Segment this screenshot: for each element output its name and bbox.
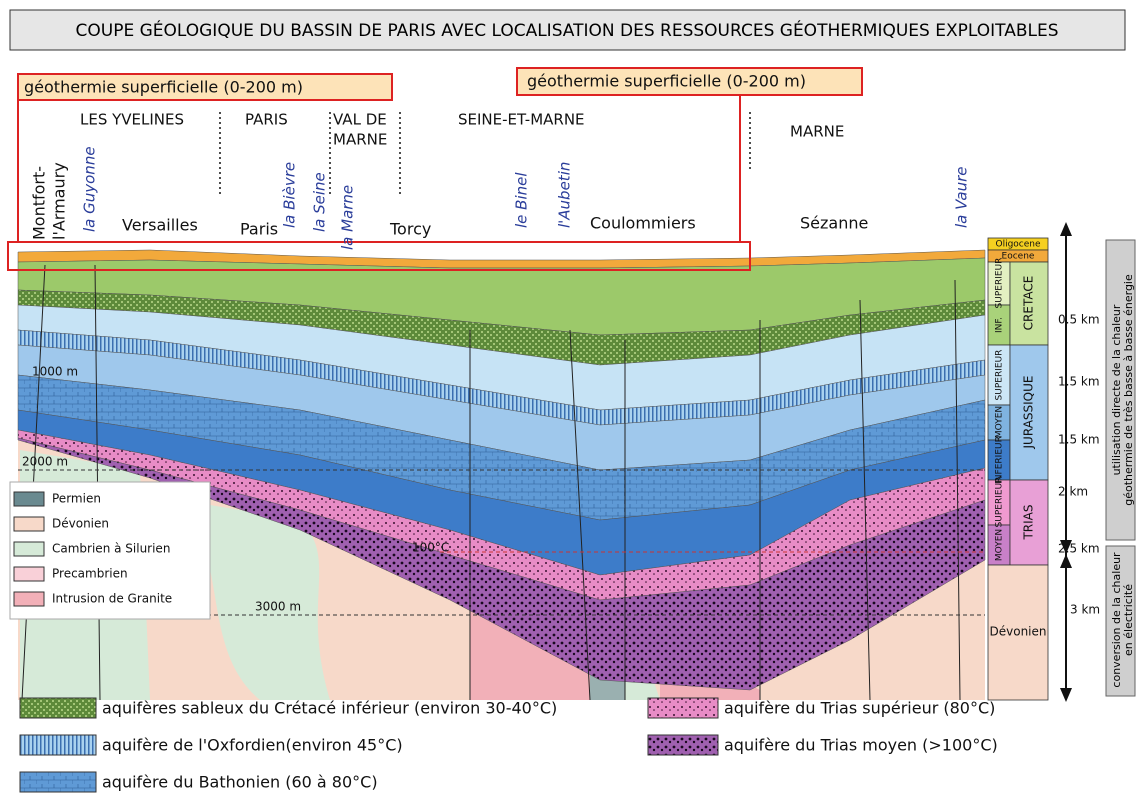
depth: 2 km <box>1058 485 1088 499</box>
depth: 3 km <box>1070 603 1100 617</box>
strat-cell: Oligocene <box>995 240 1040 250</box>
basement-legend: Permien Dévonien Cambrien à Silurien Pre… <box>10 482 210 619</box>
river: la Marne <box>339 185 357 250</box>
depth-scale <box>1060 222 1072 702</box>
depth: 0.5 km <box>1058 313 1100 327</box>
strat-cell: INF. <box>995 317 1005 333</box>
town: Montfort- <box>30 166 49 240</box>
use-label: géothermie de très basse à basse énergie <box>1122 274 1135 506</box>
legend-label: aquifère du Trias moyen (>100°C) <box>724 736 998 755</box>
legend-label: Dévonien <box>52 517 109 531</box>
region: MARNE <box>333 131 387 149</box>
depth: 1.5 km <box>1058 433 1100 447</box>
river: le Binel <box>513 172 531 228</box>
strat-cell: SUPERIEUR <box>995 477 1005 528</box>
region: VAL DE <box>333 111 387 129</box>
strat-cell: Eocene <box>1002 252 1035 262</box>
callout: géothermie superficielle (0-200 m) <box>527 72 806 91</box>
town: Versailles <box>122 216 198 235</box>
period: TRIAS <box>1022 504 1036 540</box>
period: CRETACE <box>1022 276 1036 331</box>
strat-cell: SUPERIEUR <box>995 258 1005 309</box>
period: JURASSIQUE <box>1022 376 1036 450</box>
river: l'Aubetin <box>556 162 574 228</box>
region: LES YVELINES <box>80 111 184 129</box>
region: PARIS <box>245 111 288 129</box>
geologic-section: COUPE GÉOLOGIQUE DU BASSIN DE PARIS AVEC… <box>0 0 1137 812</box>
river: la Seine <box>311 172 329 232</box>
strat-cell: MOYEN <box>995 406 1005 438</box>
callouts: géothermie superficielle (0-200 m) géoth… <box>8 68 862 270</box>
town: l'Armaury <box>50 162 69 240</box>
depth: 1.5 km <box>1058 375 1100 389</box>
strat-cell: MOYEN <box>995 529 1005 561</box>
depth-label: 3000 m <box>255 600 301 614</box>
town: Paris <box>240 220 278 239</box>
river: la Vaure <box>953 166 971 228</box>
strat-cell: SUPERIEUR <box>995 350 1005 401</box>
strat-cell: Dévonien <box>990 625 1047 639</box>
legend-label: aquifère de l'Oxfordien(environ 45°C) <box>102 736 403 755</box>
title: COUPE GÉOLOGIQUE DU BASSIN DE PARIS AVEC… <box>76 19 1059 41</box>
legend-label: aquifère du Bathonien (60 à 80°C) <box>102 773 378 792</box>
use-label: en électricité <box>1122 584 1135 656</box>
river: la Guyonne <box>81 146 99 232</box>
town: Sézanne <box>800 214 868 233</box>
town: Torcy <box>389 220 431 239</box>
legend-label: Permien <box>52 492 101 506</box>
region: MARNE <box>790 123 844 141</box>
legend-label: aquifère du Trias supérieur (80°C) <box>724 699 995 718</box>
depth: 2.5 km <box>1058 542 1100 556</box>
depth-label: 1000 m <box>32 365 78 379</box>
region: SEINE-ET-MARNE <box>458 111 585 129</box>
callout: géothermie superficielle (0-200 m) <box>24 78 303 97</box>
legend-label: Cambrien à Silurien <box>52 542 170 556</box>
legend-label: Precambrien <box>52 567 128 581</box>
temperature-label: 100°C <box>412 541 449 555</box>
legend-label: Intrusion de Granite <box>52 592 172 606</box>
legend-label: aquifères sableux du Crétacé inférieur (… <box>102 699 557 718</box>
depth-label: 2000 m <box>22 455 68 469</box>
town: Coulommiers <box>590 214 696 233</box>
river: la Bièvre <box>281 162 299 228</box>
